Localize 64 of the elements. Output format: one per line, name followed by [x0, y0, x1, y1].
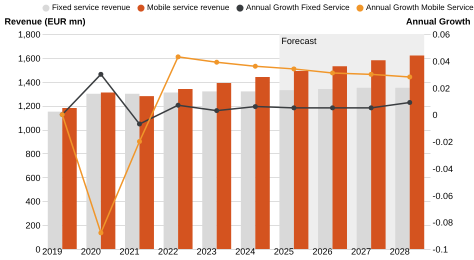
bar: [139, 96, 154, 249]
point: [252, 104, 258, 110]
point: [330, 70, 336, 76]
band-label: Forecast: [281, 36, 317, 46]
point: [368, 72, 374, 77]
legend-label: Annual Growth Fixed Service: [246, 3, 350, 12]
bar: [332, 66, 347, 249]
point: [98, 230, 104, 236]
legend-label: Annual Growth Mobile Service: [366, 3, 474, 12]
x-tick-label: 2024: [235, 246, 256, 256]
y-tick-label: 600: [25, 172, 40, 183]
point: [291, 66, 296, 72]
bar: [255, 77, 270, 249]
point: [214, 108, 220, 114]
point: [407, 100, 412, 106]
y-tick-label: 1,800: [18, 30, 40, 40]
y2-axis-title: Annual Growth: [406, 16, 470, 26]
y2-tick-label: 0.04: [432, 56, 450, 66]
y2-tick-label: -0.1: [432, 244, 448, 254]
point: [98, 72, 104, 77]
y-tick-label: 1,200: [18, 101, 40, 112]
x-tick-label: 2020: [80, 246, 101, 256]
y-axis-title: Revenue (EUR mn): [4, 16, 86, 26]
x-tick-label: 2021: [119, 246, 140, 256]
point: [368, 105, 374, 110]
point: [136, 122, 142, 127]
y-tick-label: 0: [35, 244, 40, 254]
x-tick-label: 2019: [42, 246, 62, 256]
x-tick-label: 2023: [196, 246, 217, 256]
x-tick-label: 2026: [312, 246, 333, 256]
x-tick-label: 2022: [158, 246, 178, 256]
y-tick-label: 200: [25, 220, 40, 231]
x-tick-label: 2027: [351, 246, 372, 256]
bar: [62, 108, 77, 249]
y2-tick-label: -0.08: [432, 218, 454, 228]
legend-label: Mobile service revenue: [147, 3, 230, 12]
y-tick-label: 400: [25, 196, 40, 207]
y2-tick-label: 0.02: [432, 83, 450, 94]
point: [330, 105, 336, 110]
point: [407, 74, 412, 80]
point: [176, 54, 181, 60]
bar: [371, 60, 386, 249]
y-tick-label: 800: [25, 148, 40, 159]
point: [291, 105, 296, 110]
y-tick-label: 1,600: [18, 53, 40, 64]
point: [252, 64, 258, 69]
x-tick-label: 2025: [274, 246, 294, 256]
y2-tick-label: -0.04: [432, 164, 454, 174]
y2-tick-label: 0: [432, 110, 438, 120]
bar: [100, 92, 116, 249]
bar: [178, 88, 193, 249]
y2-tick-label: -0.02: [432, 137, 454, 147]
point: [176, 102, 181, 108]
y2-tick-label: 0.06: [432, 30, 450, 40]
point: [136, 139, 142, 144]
y-tick-label: 1,400: [18, 77, 40, 88]
legend-label: Fixed service revenue: [52, 3, 131, 12]
y-tick-label: 1,000: [18, 125, 40, 136]
bar: [216, 82, 232, 249]
bar: [410, 56, 424, 249]
y2-tick-label: -0.06: [432, 190, 454, 201]
point: [214, 60, 220, 65]
bar: [294, 71, 308, 249]
x-tick-label: 2028: [390, 246, 410, 256]
